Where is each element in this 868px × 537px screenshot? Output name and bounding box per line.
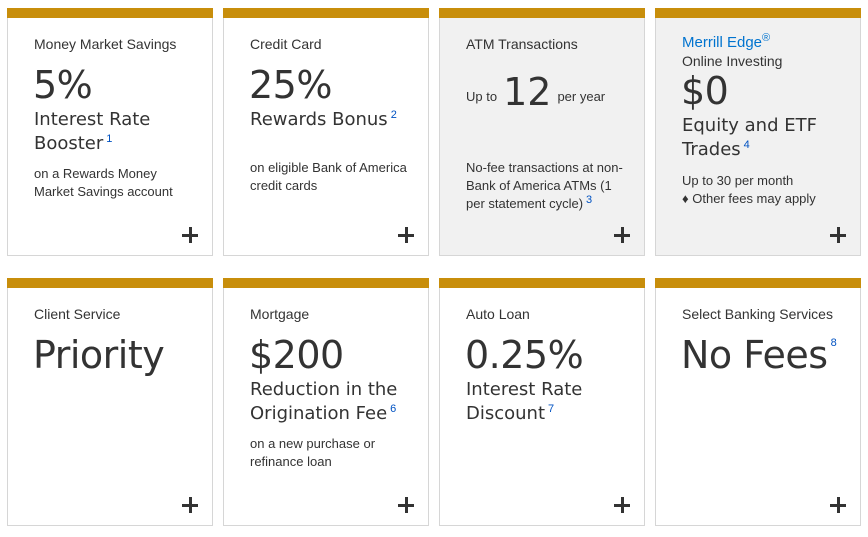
card-title: Select Banking Services: [682, 306, 833, 322]
card-title: Online Investing: [682, 53, 783, 69]
card-headline-value: 5%: [33, 63, 93, 107]
brand-name: Merrill Edge: [682, 34, 763, 51]
card-atm-transactions[interactable]: ATM Transactions Up to 12 per year No-fee …: [439, 8, 645, 256]
card-title: Auto Loan: [466, 306, 530, 322]
footnote-link[interactable]: 8: [830, 337, 837, 349]
plus-icon[interactable]: [830, 497, 846, 513]
card-description: on eligible Bank of America credit cards: [250, 160, 407, 193]
card-merrill-edge[interactable]: Merrill Edge® Online Investing $0 Equity…: [655, 8, 861, 256]
card-description-text: No-fee transactions at non-Bank of Ameri…: [466, 160, 623, 211]
card-headline-value: Up to 12 per year: [466, 70, 605, 114]
card-title: Mortgage: [250, 306, 310, 322]
plus-icon[interactable]: [614, 227, 630, 243]
card-subtitle: Interest Rate Booster 1: [34, 108, 174, 156]
card-money-market-savings[interactable]: Money Market Savings 5% Interest Rate Bo…: [7, 8, 213, 256]
plus-icon[interactable]: [182, 227, 198, 243]
card-accent-bar: [7, 278, 213, 288]
card-subtitle: Rewards Bonus 2: [250, 108, 430, 132]
footnote-link[interactable]: 2: [390, 109, 397, 121]
card-headline-value: $0: [681, 69, 729, 113]
card-subtitle-text: Interest Rate Booster: [34, 109, 151, 154]
card-subtitle-text: Equity and ETF Trades: [682, 115, 817, 160]
headline-number: 12: [503, 70, 552, 114]
card-client-service[interactable]: Client Service Priority: [7, 278, 213, 526]
plus-icon[interactable]: [398, 497, 414, 513]
registered-mark: ®: [762, 32, 771, 44]
headline-suffix: per year: [557, 89, 606, 104]
footnote-link[interactable]: 7: [548, 403, 555, 415]
footnote-link[interactable]: 4: [743, 139, 750, 151]
card-select-banking-services[interactable]: Select Banking Services No Fees 8: [655, 278, 861, 526]
card-accent-bar: [223, 278, 429, 288]
card-subtitle: Interest Rate Discount 7: [466, 378, 606, 426]
card-headline-value: 25%: [249, 63, 332, 107]
card-description: on a new purchase or refinance loan: [250, 436, 376, 469]
card-subtitle-text: Reduction in the Origination Fee: [250, 379, 398, 424]
card-accent-bar: [439, 278, 645, 288]
footnote-link[interactable]: 1: [106, 133, 113, 145]
card-mortgage[interactable]: Mortgage $200 Reduction in the Originati…: [223, 278, 429, 526]
card-headline-value: Priority: [33, 333, 165, 377]
card-description: Up to 30 per month: [682, 173, 794, 188]
card-title: Credit Card: [250, 36, 322, 52]
card-subtitle-text: Interest Rate Discount: [466, 379, 583, 424]
card-headline-value: No Fees 8: [681, 333, 837, 377]
merrill-edge-brand[interactable]: Merrill Edge®: [682, 32, 771, 52]
card-headline-text: No Fees: [681, 333, 828, 377]
card-description: No-fee transactions at non-Bank of Ameri…: [466, 159, 631, 213]
card-accent-bar: [655, 278, 861, 288]
card-title: Client Service: [34, 306, 121, 322]
card-accent-bar: [655, 8, 861, 18]
card-accent-bar: [7, 8, 213, 18]
card-subtitle: Reduction in the Origination Fee 6: [250, 378, 410, 426]
card-title: ATM Transactions: [466, 36, 578, 52]
footnote-link[interactable]: 3: [586, 193, 593, 206]
plus-icon[interactable]: [614, 497, 630, 513]
plus-icon[interactable]: [830, 227, 846, 243]
plus-icon[interactable]: [182, 497, 198, 513]
card-auto-loan[interactable]: Auto Loan 0.25% Interest Rate Discount 7: [439, 278, 645, 526]
card-headline-value: $200: [249, 333, 344, 377]
card-accent-bar: [223, 8, 429, 18]
card-description: on a Rewards Money Market Savings accoun…: [34, 166, 173, 199]
card-headline-value: 0.25%: [465, 333, 584, 377]
plus-icon[interactable]: [398, 227, 414, 243]
headline-prefix: Up to: [466, 89, 498, 104]
footnote-link[interactable]: 6: [390, 403, 397, 415]
card-accent-bar: [439, 8, 645, 18]
card-fee-note: ♦ Other fees may apply: [682, 191, 816, 206]
card-subtitle: Equity and ETF Trades 4: [682, 114, 822, 162]
card-title: Money Market Savings: [34, 36, 177, 52]
card-subtitle-text: Rewards Bonus: [250, 109, 388, 130]
card-credit-card[interactable]: Credit Card 25% Rewards Bonus 2 on eligib…: [223, 8, 429, 256]
